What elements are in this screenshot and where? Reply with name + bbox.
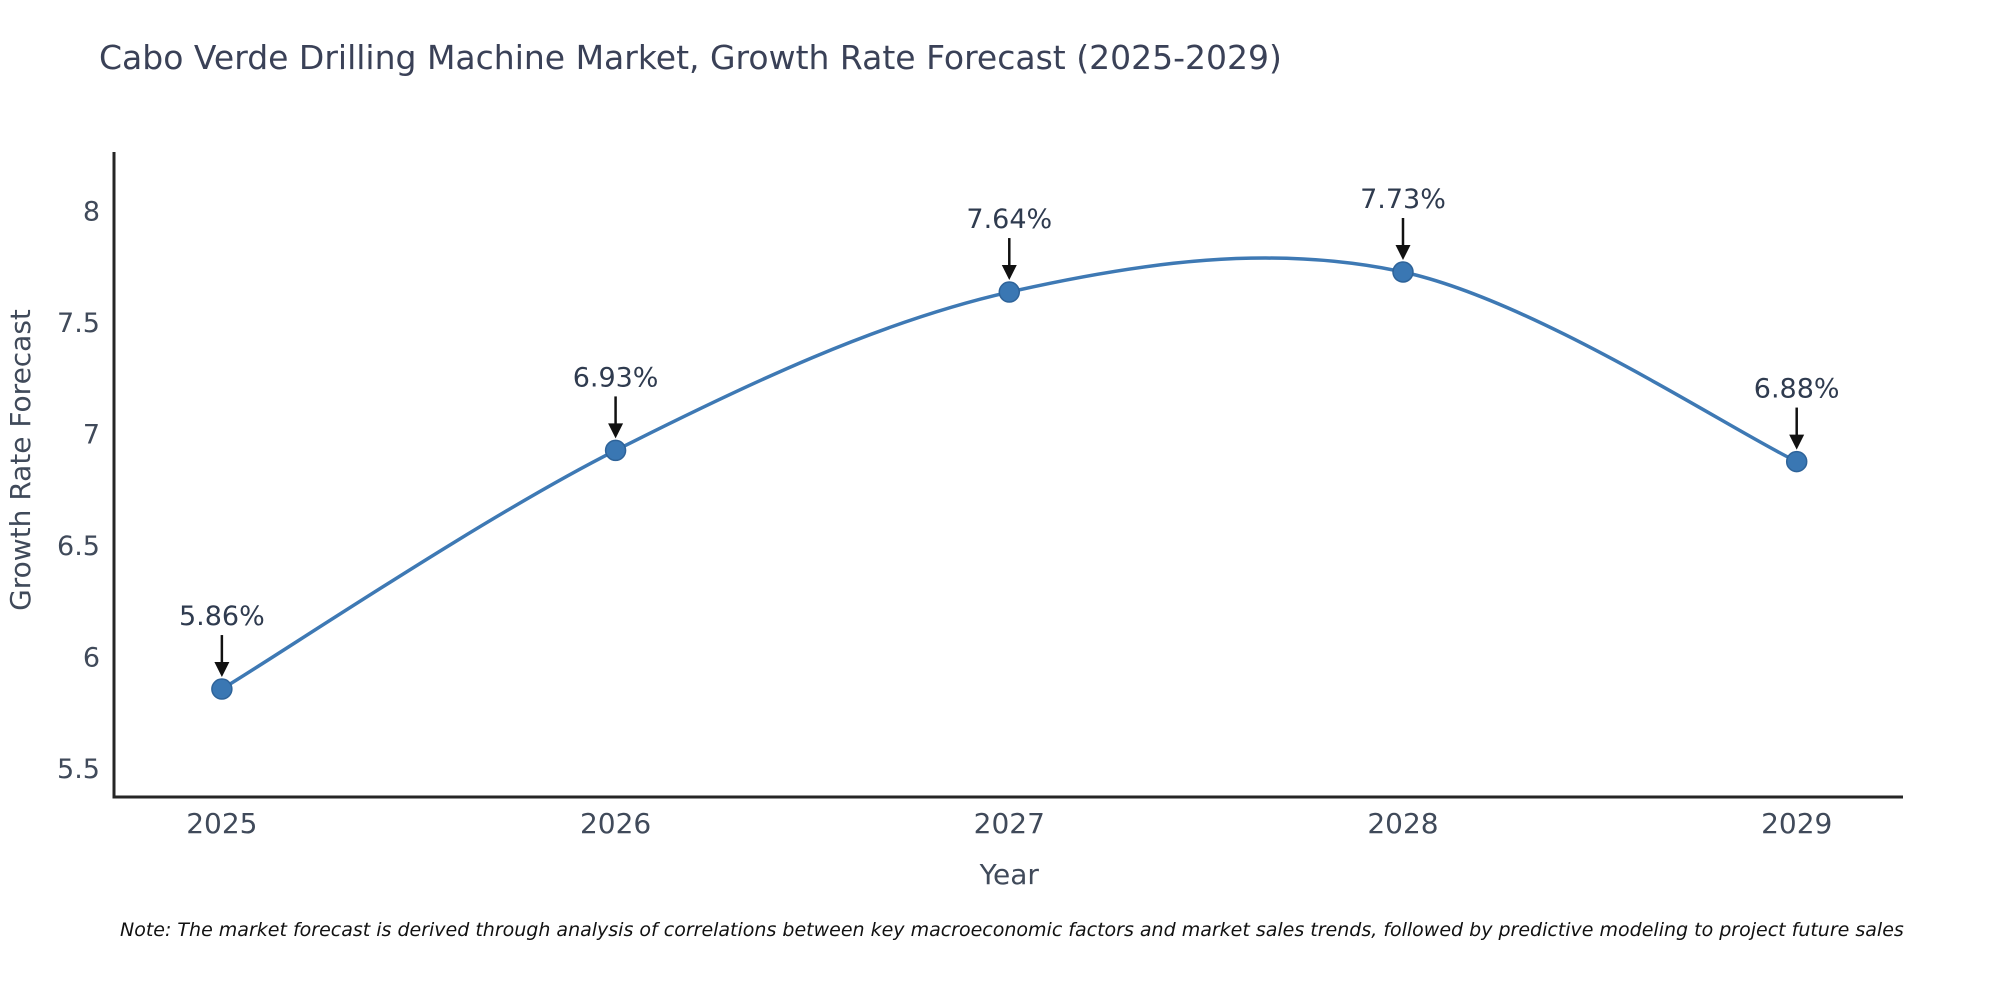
y-tick-label: 6 [83,642,100,673]
x-tick-label: 2028 [1367,807,1438,840]
x-tick-label: 2025 [186,807,257,840]
x-tick-label: 2026 [580,807,651,840]
point-value-label: 7.64% [966,204,1052,235]
data-point-marker [998,281,1021,303]
annotation-arrowhead [1395,244,1411,260]
data-point-marker [1785,450,1808,473]
annotation-arrowhead [608,423,624,439]
data-point-marker [604,439,627,462]
data-point-marker [211,678,233,700]
forecast-line [220,256,1799,691]
y-tick-label: 5.5 [57,754,100,785]
x-tick-label: 2027 [974,807,1045,840]
point-value-label: 6.88% [1754,374,1840,405]
data-point-marker [1392,261,1414,283]
point-value-label: 5.86% [179,601,265,632]
chart-title: Cabo Verde Drilling Machine Market, Grow… [99,38,1282,77]
annotation-arrowhead [1789,434,1805,450]
x-tick-label: 2029 [1761,807,1832,840]
y-tick-label: 7 [83,419,100,450]
annotation-arrowhead [1001,265,1017,281]
annotation-arrowhead [214,662,230,678]
footnote: Note: The market forecast is derived thr… [120,919,1904,941]
x-axis-title: Year [979,858,1040,891]
y-tick-label: 6.5 [57,531,100,562]
point-value-label: 7.73% [1360,184,1446,215]
point-value-label: 6.93% [573,362,659,393]
y-tick-label: 8 [83,196,100,227]
y-axis-title: Growth Rate Forecast [4,309,37,611]
y-tick-label: 7.5 [57,308,100,339]
